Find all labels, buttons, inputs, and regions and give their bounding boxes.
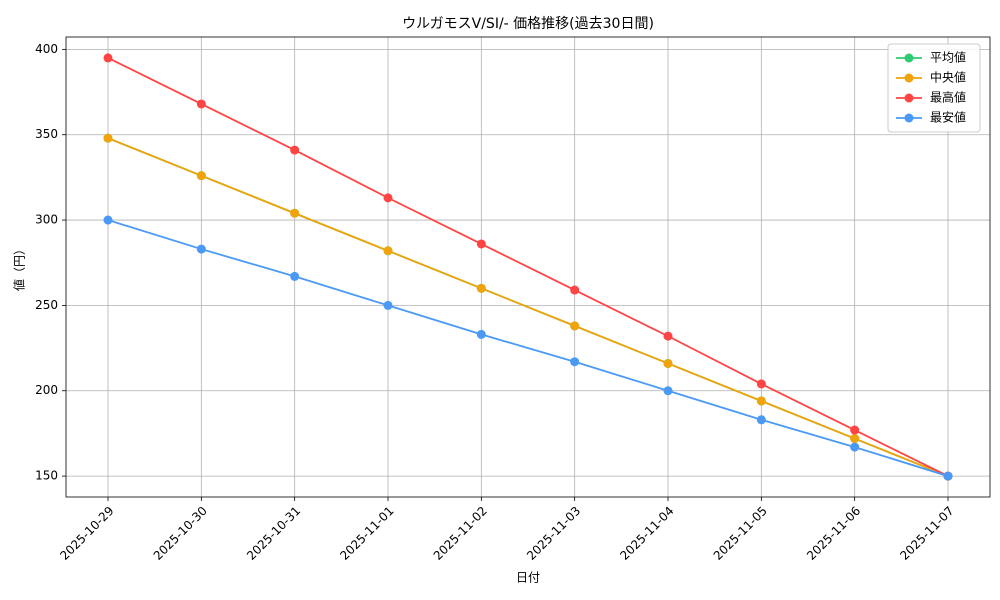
point <box>570 357 580 367</box>
chart-title: ウルガモスV/SI/- 価格推移(過去30日間) <box>402 16 654 32</box>
point <box>850 425 860 435</box>
x-tick-label: 2025-10-30 <box>151 504 210 563</box>
x-tick-label: 2025-11-03 <box>524 504 583 563</box>
plot-frame <box>65 36 991 498</box>
point <box>290 271 300 281</box>
point <box>756 396 766 406</box>
legend-marker <box>904 93 914 103</box>
point <box>290 208 300 218</box>
point <box>383 300 393 310</box>
y-tick-label: 250 <box>35 298 58 312</box>
legend-marker <box>904 53 914 63</box>
point <box>383 246 393 256</box>
x-tick-label: 2025-10-31 <box>244 504 303 563</box>
point <box>663 358 673 368</box>
legend-label: 最安値 <box>930 110 966 125</box>
x-tick-label: 2025-11-02 <box>431 504 490 563</box>
x-tick-label: 2025-11-07 <box>897 504 956 563</box>
point <box>476 239 486 249</box>
x-tick-label: 2025-11-06 <box>804 504 863 563</box>
legend-label: 最高値 <box>930 90 966 105</box>
point <box>850 434 860 444</box>
point <box>103 133 113 143</box>
y-axis-label: 値（円） <box>12 243 27 291</box>
point <box>756 379 766 389</box>
legend-label: 平均値 <box>930 50 966 65</box>
y-tick-label: 300 <box>35 213 58 227</box>
point <box>570 285 580 295</box>
legend-label: 中央値 <box>930 70 966 85</box>
y-tick-label: 400 <box>35 42 58 56</box>
point <box>476 329 486 339</box>
y-tick-label: 350 <box>35 127 58 141</box>
point <box>570 321 580 331</box>
x-axis-label: 日付 <box>516 571 540 585</box>
point <box>943 471 953 481</box>
series-line <box>107 219 949 477</box>
x-tick-label: 2025-11-04 <box>617 504 676 563</box>
point <box>196 99 206 109</box>
x-tick-label: 2025-11-01 <box>337 504 396 563</box>
point <box>103 53 113 63</box>
series-line <box>107 137 949 477</box>
x-tick-label: 2025-11-05 <box>711 504 770 563</box>
point <box>476 283 486 293</box>
point <box>196 244 206 254</box>
legend-box <box>887 43 981 133</box>
point <box>850 442 860 452</box>
series-line <box>107 57 949 477</box>
point <box>290 145 300 155</box>
point <box>756 415 766 425</box>
point <box>103 215 113 225</box>
x-tick-label: 2025-10-29 <box>57 504 116 563</box>
y-tick-label: 150 <box>35 469 58 483</box>
point <box>383 193 393 203</box>
legend-marker <box>904 113 914 123</box>
point <box>663 331 673 341</box>
legend-marker <box>904 73 914 83</box>
y-tick-label: 200 <box>35 383 58 397</box>
point <box>196 171 206 181</box>
point <box>663 386 673 396</box>
